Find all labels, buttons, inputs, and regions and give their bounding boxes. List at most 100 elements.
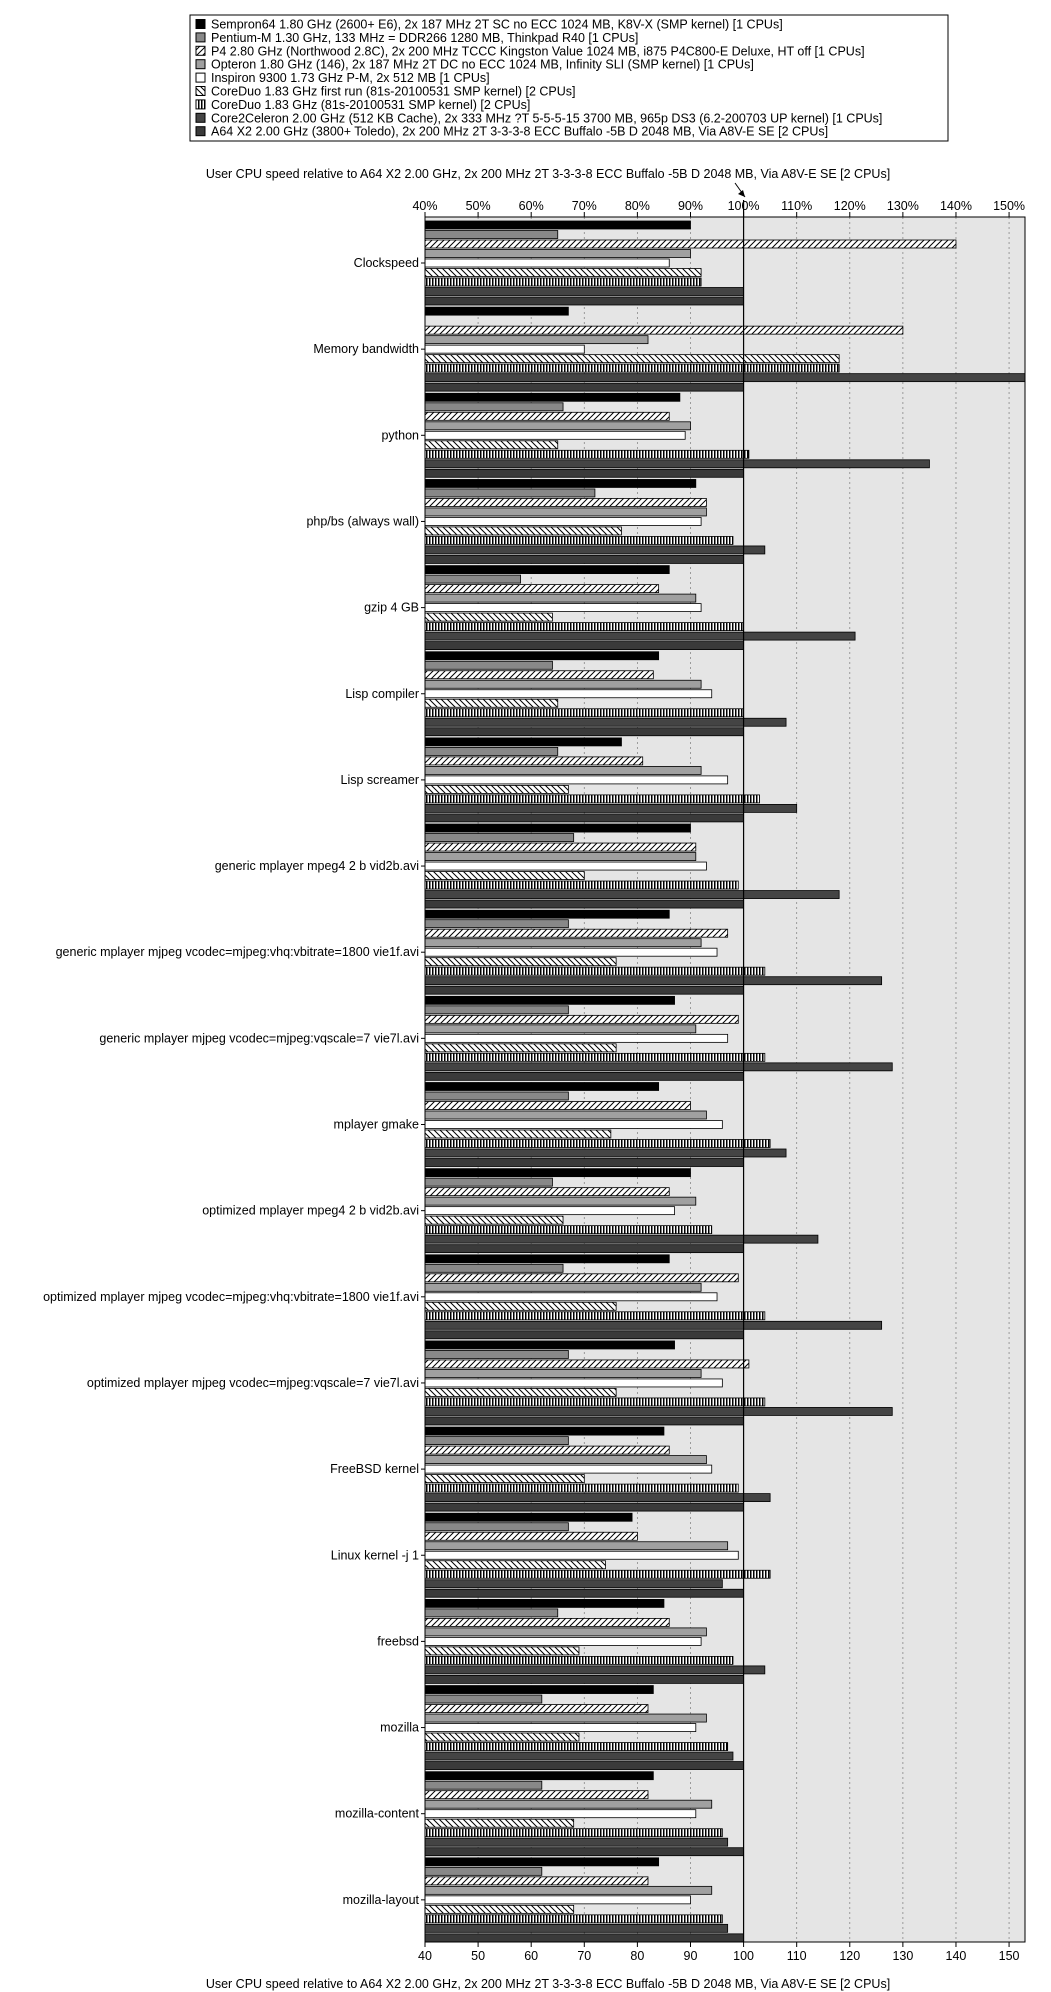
bar xyxy=(424,1541,729,1551)
bar xyxy=(424,258,670,268)
bar xyxy=(424,1311,766,1321)
bottom-tick-label: 80 xyxy=(630,1949,644,1963)
bar xyxy=(424,239,957,249)
legend-swatch xyxy=(195,72,206,83)
bar xyxy=(424,1732,580,1742)
bar xyxy=(424,1866,543,1876)
bar xyxy=(424,1436,569,1445)
bar xyxy=(424,737,622,747)
bar xyxy=(424,1599,665,1608)
legend-box xyxy=(189,14,949,142)
bar xyxy=(424,679,702,689)
bar xyxy=(424,1637,702,1646)
bottom-tick-label: 140 xyxy=(946,1949,967,1963)
bar xyxy=(424,1416,744,1426)
bar xyxy=(424,1474,585,1483)
top-tick-label: 90% xyxy=(678,199,703,213)
bar xyxy=(424,354,840,364)
bar xyxy=(424,430,686,440)
bar xyxy=(424,794,760,804)
bar xyxy=(424,1139,771,1148)
bottom-tick-label: 100 xyxy=(733,1949,754,1963)
bar xyxy=(424,555,744,564)
category-label: Lisp screamer xyxy=(341,773,420,787)
bar xyxy=(424,660,553,670)
bar xyxy=(424,1292,718,1302)
bar xyxy=(424,766,702,775)
legend-entry: CoreDuo 1.83 GHz (81s-20100531 SMP kerne… xyxy=(211,98,530,112)
top-tick-label: 140% xyxy=(940,199,972,213)
bar xyxy=(424,1665,766,1675)
bar xyxy=(424,1531,638,1541)
bar xyxy=(424,1579,723,1589)
category-label: generic mplayer mjpeg vcodec=mjpeg:vhq:v… xyxy=(56,945,419,959)
bar xyxy=(424,1818,575,1828)
top-tick-label: 50% xyxy=(466,199,491,213)
bar xyxy=(424,1694,543,1704)
bar xyxy=(424,747,559,756)
bar xyxy=(424,1512,633,1522)
bar xyxy=(424,909,670,919)
bar xyxy=(424,651,660,661)
bar xyxy=(424,622,744,631)
bar xyxy=(424,1914,723,1924)
category-axis: Clockspeed Memory bandwidth python php/bs (… xyxy=(43,256,425,1907)
bar xyxy=(424,995,675,1005)
legend-swatch xyxy=(195,59,206,70)
bar xyxy=(424,1282,702,1292)
bar xyxy=(424,1244,744,1254)
legend-entry: Sempron64 1.80 GHz (2600+ E6), 2x 187 MH… xyxy=(211,18,783,32)
bar xyxy=(424,325,904,335)
bar xyxy=(424,1502,744,1512)
bar xyxy=(424,392,681,402)
legend-swatch xyxy=(195,86,206,96)
bar xyxy=(424,861,707,871)
bar xyxy=(424,775,729,785)
bar xyxy=(424,1177,553,1187)
bar xyxy=(424,1780,543,1790)
category-label: Clockspeed xyxy=(354,256,419,270)
bar xyxy=(424,1550,739,1560)
legend-entry: A64 X2 2.00 GHz (3800+ Toledo), 2x 200 M… xyxy=(211,125,828,139)
bar xyxy=(424,402,564,412)
bottom-tick-label: 130 xyxy=(892,1949,913,1963)
top-tick-label: 130% xyxy=(887,199,919,213)
top-axis: 40% 50% 60% 70% 80% 90% 100% 110% 120% 130% 140% 15… xyxy=(412,199,1025,217)
bar xyxy=(424,1704,649,1713)
bar xyxy=(424,1206,675,1216)
bar xyxy=(424,966,766,976)
bar xyxy=(424,1799,713,1809)
legend-entry: P4 2.80 GHz (Northwood 2.8C), 2x 200 MHz… xyxy=(211,44,865,58)
bar xyxy=(424,1933,744,1943)
bottom-tick-label: 120 xyxy=(839,1949,860,1963)
bar xyxy=(424,584,660,593)
bar xyxy=(424,852,697,861)
bar xyxy=(424,1359,750,1369)
bar xyxy=(424,1608,559,1618)
bar xyxy=(424,1569,771,1579)
chart-legend: Sempron64 1.80 GHz (2600+ E6), 2x 187 MH… xyxy=(189,14,949,142)
bar xyxy=(424,1809,697,1819)
bar xyxy=(424,708,744,718)
bar xyxy=(424,230,559,239)
bar xyxy=(424,565,670,574)
bar xyxy=(424,880,739,890)
bar xyxy=(424,1646,580,1656)
bar xyxy=(424,459,930,469)
bar xyxy=(424,468,744,478)
bar xyxy=(424,1761,744,1770)
bar xyxy=(424,507,707,517)
bar xyxy=(424,813,744,823)
legend-swatch xyxy=(195,32,206,43)
bar xyxy=(424,1560,606,1570)
bar xyxy=(424,363,840,373)
bar xyxy=(424,1120,723,1129)
legend-entry: Pentium-M 1.30 GHz, 133 MHz = DDR266 128… xyxy=(211,31,638,45)
bar xyxy=(424,698,559,708)
bar xyxy=(424,1101,691,1110)
bar xyxy=(424,804,798,813)
bar xyxy=(424,1158,744,1167)
bar xyxy=(424,842,697,852)
bar xyxy=(424,545,766,555)
bar xyxy=(424,1895,691,1905)
